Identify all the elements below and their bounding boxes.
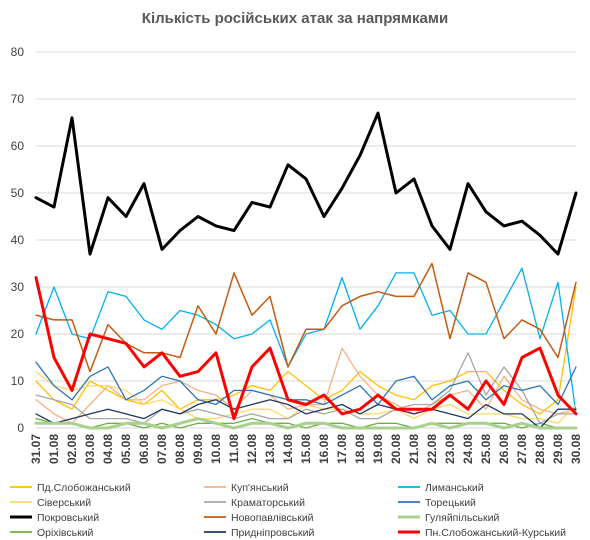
x-tick-label: 10.08: [209, 434, 223, 464]
x-tick-label: 04.08: [101, 434, 115, 464]
series-line: [35, 370, 577, 424]
gridlines: [36, 51, 576, 429]
x-tick-label: 19.08: [371, 434, 385, 464]
y-tick-label: 10: [11, 374, 25, 388]
series-line: [35, 361, 577, 406]
x-tick-label: 28.08: [533, 434, 547, 464]
x-tick-label: 09.08: [191, 434, 205, 464]
x-axis: 31.07 01.08 02.08 03.08 04.08 05.08 06.08 07.08…: [29, 434, 583, 464]
y-tick-label: 60: [11, 139, 25, 153]
series-line: [35, 267, 577, 415]
x-tick-label: 18.08: [353, 434, 367, 464]
legend-label: Торецький: [425, 497, 476, 509]
x-tick-label: 22.08: [425, 434, 439, 464]
x-tick-label: 16.08: [317, 434, 331, 464]
legend-label: Сіверський: [37, 497, 91, 509]
x-tick-label: 15.08: [299, 434, 313, 464]
x-tick-label: 11.08: [227, 434, 241, 464]
x-tick-label: 20.08: [389, 434, 403, 464]
x-tick-label: 17.08: [335, 434, 349, 464]
x-tick-label: 06.08: [137, 434, 151, 464]
series-line: [34, 111, 578, 256]
x-tick-label: 13.08: [263, 434, 277, 464]
legend-label: Пд.Слобожанський: [37, 482, 131, 494]
y-axis: 0 10 20 30 40 50 60 70 80: [11, 45, 25, 435]
x-tick-label: 25.08: [479, 434, 493, 464]
x-tick-label: 08.08: [173, 434, 187, 464]
legend-label: Покровський: [37, 512, 99, 524]
series-line: [35, 399, 577, 429]
x-tick-label: 30.08: [569, 434, 583, 464]
legend-label: Оріхівський: [37, 527, 94, 539]
x-tick-label: 24.08: [461, 434, 475, 464]
legend-label: Гуляйпільський: [425, 512, 499, 524]
legend-label: Новопавлівський: [231, 512, 314, 524]
x-tick-label: 01.08: [47, 434, 61, 464]
x-tick-label: 27.08: [515, 434, 529, 464]
series-line: [35, 352, 577, 424]
x-tick-label: 26.08: [497, 434, 511, 464]
x-tick-label: 14.08: [281, 434, 295, 464]
x-tick-label: 31.07: [29, 434, 43, 464]
legend-label: Лиманський: [425, 482, 484, 494]
y-tick-label: 40: [11, 233, 25, 247]
y-tick-label: 0: [17, 421, 24, 435]
x-tick-label: 03.08: [83, 434, 97, 464]
legend: Пд.Слобожанський Куп'янський Лиманський Сів…: [10, 482, 566, 539]
y-tick-label: 50: [11, 186, 25, 200]
series-lines: [34, 111, 578, 430]
y-tick-label: 20: [11, 327, 25, 341]
y-tick-label: 30: [11, 280, 25, 294]
x-tick-label: 21.08: [407, 434, 421, 464]
y-tick-label: 70: [11, 92, 25, 106]
x-tick-label: 07.08: [155, 434, 169, 464]
x-tick-label: 29.08: [551, 434, 565, 464]
x-tick-label: 12.08: [245, 434, 259, 464]
x-tick-label: 02.08: [65, 434, 79, 464]
y-tick-label: 80: [11, 45, 25, 59]
series-line: [34, 417, 578, 430]
legend-label: Куп'янський: [231, 482, 289, 494]
x-tick-label: 05.08: [119, 434, 133, 464]
series-line: [34, 276, 578, 421]
legend-label: Пн.Слобожанський-Курський: [425, 527, 566, 539]
x-tick-label: 23.08: [443, 434, 457, 464]
chart-title: Кількість російських атак за напрямками: [141, 10, 449, 27]
legend-label: Придніпровський: [231, 527, 315, 539]
legend-label: Краматорський: [231, 497, 305, 509]
